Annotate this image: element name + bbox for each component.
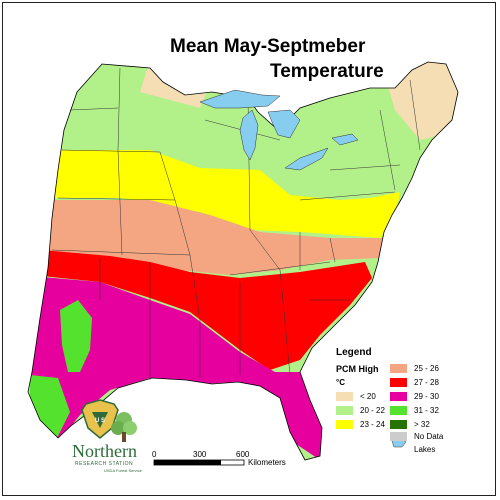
legend-label: > 32 [414, 420, 430, 429]
zone-31-32-west-a [60, 300, 92, 372]
legend-label: < 20 [360, 392, 376, 401]
zone-29-30 [30, 276, 322, 460]
scale-tick-600: 600 [236, 450, 250, 459]
legend-swatch [390, 432, 407, 441]
legend-label: Lakes [414, 445, 436, 454]
legend-item-lakes: Lakes [390, 445, 435, 454]
northern-logo-text: Northern [72, 441, 137, 461]
scale-unit: Kilometers [248, 458, 286, 467]
usfs-shield-logo: U S [81, 399, 119, 439]
lake-michigan [239, 109, 259, 161]
legend-swatch [336, 420, 353, 429]
legend-label: 27 - 28 [414, 378, 439, 387]
scale-bar [153, 459, 245, 466]
lake-superior [199, 89, 281, 109]
zone-27-28 [42, 250, 372, 370]
legend-unit: °C [336, 378, 345, 387]
legend-model: PCM High [336, 364, 379, 374]
legend-label: No Data [414, 432, 444, 441]
map-frame [2, 2, 496, 496]
legend-label: 31 - 32 [414, 406, 439, 415]
legend-swatch [390, 364, 407, 373]
great-lakes [199, 89, 359, 171]
legend-item-27-28: 27 - 28 [390, 378, 439, 387]
legend-item-gt32: > 32 [390, 420, 430, 429]
legend-swatch [390, 392, 407, 401]
legend-swatch [336, 392, 353, 401]
lake-erie [284, 147, 329, 171]
legend-item-29-30: 29 - 30 [390, 392, 439, 401]
legend-item-20-22: 20 - 22 [336, 406, 385, 415]
agency-text: USDA Forest Service [104, 468, 142, 473]
region-outline [27, 61, 459, 461]
scale-tick-300: 300 [193, 450, 207, 459]
map-title-line1: Mean May-Septmeber [170, 36, 366, 57]
lake-huron [267, 109, 301, 139]
legend-item-no-data: No Data [390, 432, 443, 441]
legend-swatch [390, 420, 407, 429]
legend-label: 20 - 22 [360, 406, 385, 415]
usfs-shield-text: U S [95, 418, 105, 424]
zone-gt32 [383, 232, 392, 255]
legend-item-23-24: 23 - 24 [336, 420, 385, 429]
legend-swatch-spacer [390, 445, 407, 454]
legend-item-31-32: 31 - 32 [390, 406, 439, 415]
legend-item-lt20: < 20 [336, 392, 376, 401]
zone-23-24 [50, 150, 400, 238]
legend-swatch [390, 406, 407, 415]
legend-label: 29 - 30 [414, 392, 439, 401]
lake-ontario [331, 133, 359, 146]
legend-swatch [336, 406, 353, 415]
scale-tick-0: 0 [152, 450, 157, 459]
legend-title: Legend [336, 347, 372, 358]
legend-swatch [390, 378, 407, 387]
legend-label: 25 - 26 [414, 364, 439, 373]
legend-item-25-26: 25 - 26 [390, 364, 439, 373]
northern-logo-subtitle: RESEARCH STATION [75, 461, 134, 467]
tree-icon [111, 412, 137, 442]
map-title-line2: Temperature [270, 61, 384, 82]
legend-label: 23 - 24 [360, 420, 385, 429]
